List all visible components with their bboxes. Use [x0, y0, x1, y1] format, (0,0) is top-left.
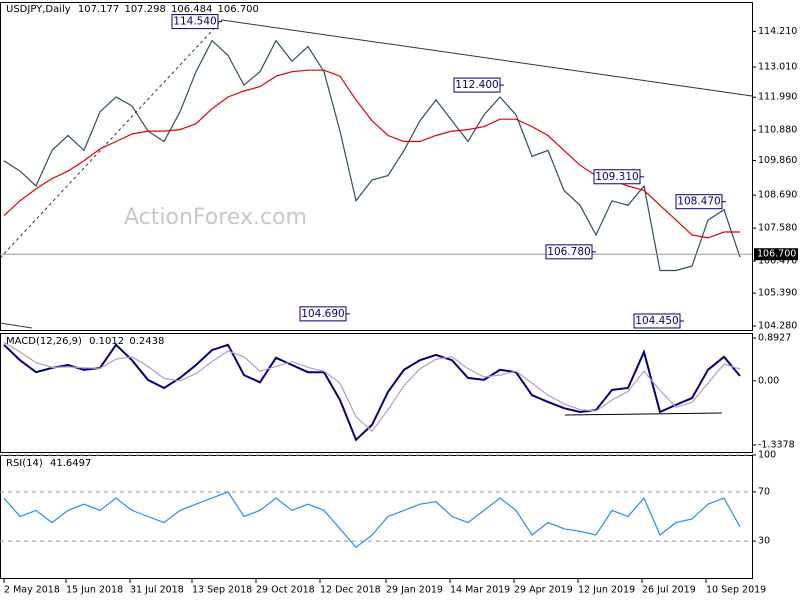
y-tick-label: 114.210 [758, 26, 797, 37]
header: USDJPY,Daily 107.177 107.298 106.484 106… [6, 4, 259, 15]
current-price-box [754, 248, 798, 261]
panel-frame [0, 333, 753, 453]
series-line [3, 491, 741, 549]
y-tick-label: 107.580 [758, 223, 797, 234]
open: 107.177 [78, 4, 119, 15]
x-tick-label: 29 Jan 2019 [386, 585, 443, 596]
y-tick-label: 0.00 [758, 375, 779, 386]
rsi-current: 41.6497 [50, 458, 91, 469]
series-line [3, 341, 741, 433]
series-line [3, 39, 741, 272]
y-tick-label: 108.690 [758, 190, 797, 201]
x-tick-label: 31 Jul 2018 [130, 585, 184, 596]
trend-line [221, 19, 753, 97]
y-tick-label: 30 [758, 536, 770, 547]
y-tick-label: 106.470 [758, 256, 797, 267]
support-line [564, 412, 723, 416]
annotation-label: 106.780 [547, 246, 590, 258]
macd-header: MACD(12,26,9) 0.1012 0.2438 [6, 336, 164, 347]
y-tick-label: 104.280 [758, 321, 797, 332]
x-tick-label: 2 May 2018 [4, 585, 60, 596]
annotation-label: 108.470 [677, 196, 720, 208]
y-tick-label: 113.010 [758, 61, 797, 72]
close: 106.700 [218, 4, 259, 15]
watermark: ActionForex.com [124, 205, 307, 230]
current-price-label: 106.700 [757, 249, 796, 260]
x-tick-label: 29 Apr 2019 [514, 585, 573, 596]
annotation-label: 112.400 [455, 79, 498, 91]
x-tick-label: 15 Jun 2018 [66, 585, 123, 596]
y-tick-label: 105.390 [758, 288, 797, 299]
signal-current: 0.2438 [129, 336, 164, 347]
annotation-label: 104.690 [301, 308, 344, 320]
annotation-label: 109.310 [595, 171, 638, 183]
x-tick-label: 29 Oct 2018 [256, 585, 315, 596]
x-tick-label: 14 Mar 2019 [450, 585, 510, 596]
symbol: USDJPY,Daily [6, 4, 71, 15]
y-tick-label: 111.990 [758, 92, 797, 103]
y-tick-label: -1.3378 [758, 439, 795, 450]
x-tick-label: 26 Jul 2019 [642, 585, 696, 596]
x-tick-label: 10 Sep 2019 [706, 585, 766, 596]
high: 107.298 [124, 4, 165, 15]
rsi-title: RSI(14) [6, 458, 43, 469]
series-line [3, 343, 741, 442]
trend-line-dashed [0, 19, 223, 259]
annotation-label: 114.540 [173, 16, 216, 28]
y-tick-label: 0.8927 [758, 333, 791, 344]
y-tick-label: 110.880 [758, 125, 797, 136]
panel-frame [0, 2, 753, 331]
y-tick-label: 109.860 [758, 155, 797, 166]
x-tick-label: 13 Sep 2018 [192, 585, 252, 596]
y-tick-label: 100 [758, 450, 776, 461]
trend-line [0, 322, 33, 329]
rsi-header: RSI(14) 41.6497 [6, 458, 91, 469]
annotation-label: 104.450 [635, 315, 678, 327]
macd-current: 0.1012 [89, 336, 124, 347]
x-tick-label: 12 Dec 2018 [320, 585, 381, 596]
x-tick-label: 12 Jun 2019 [578, 585, 635, 596]
macd-title: MACD(12,26,9) [6, 336, 82, 347]
y-tick-label: 70 [758, 486, 770, 497]
low: 106.484 [171, 4, 212, 15]
